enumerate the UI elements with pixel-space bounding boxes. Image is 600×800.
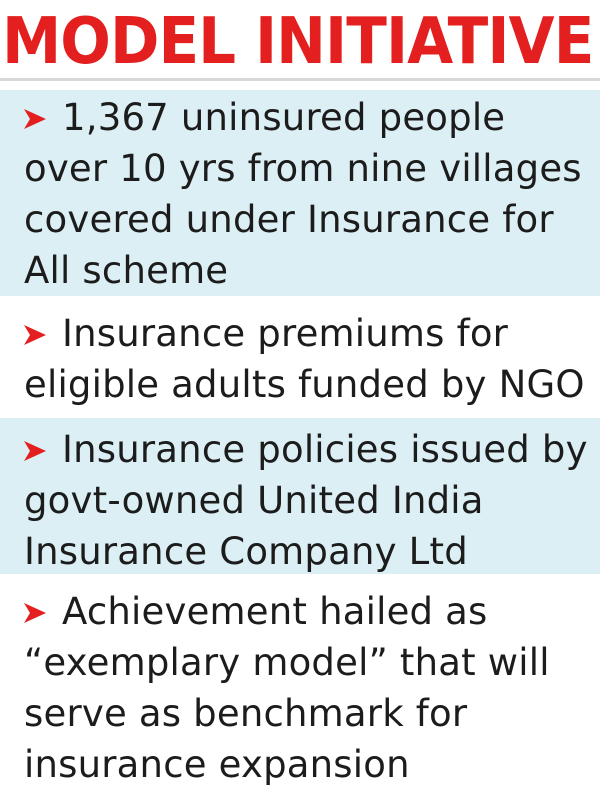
list-item-text: Insurance premiums for eligible adults f… xyxy=(24,312,585,406)
list-item-text: 1,367 uninsured people over 10 yrs from … xyxy=(24,96,582,292)
right-arrowhead-icon xyxy=(24,325,46,345)
list-item: Achievement hailed as “exemplary model” … xyxy=(0,582,600,792)
right-arrowhead-icon xyxy=(24,603,46,623)
right-arrowhead-icon xyxy=(24,441,46,461)
list-item: Insurance premiums for eligible adults f… xyxy=(0,304,600,412)
infobox-title: MODEL INITIATIVE xyxy=(2,5,594,79)
right-arrowhead-icon xyxy=(24,109,46,129)
title-divider xyxy=(0,78,600,81)
list-item-text: Achievement hailed as “exemplary model” … xyxy=(24,590,550,786)
title-bar: MODEL INITIATIVE xyxy=(0,0,600,86)
list-item: 1,367 uninsured people over 10 yrs from … xyxy=(0,90,600,296)
list-item: Insurance policies issued by govt-owned … xyxy=(0,418,600,574)
list-item-text: Insurance policies issued by govt-owned … xyxy=(24,428,588,573)
